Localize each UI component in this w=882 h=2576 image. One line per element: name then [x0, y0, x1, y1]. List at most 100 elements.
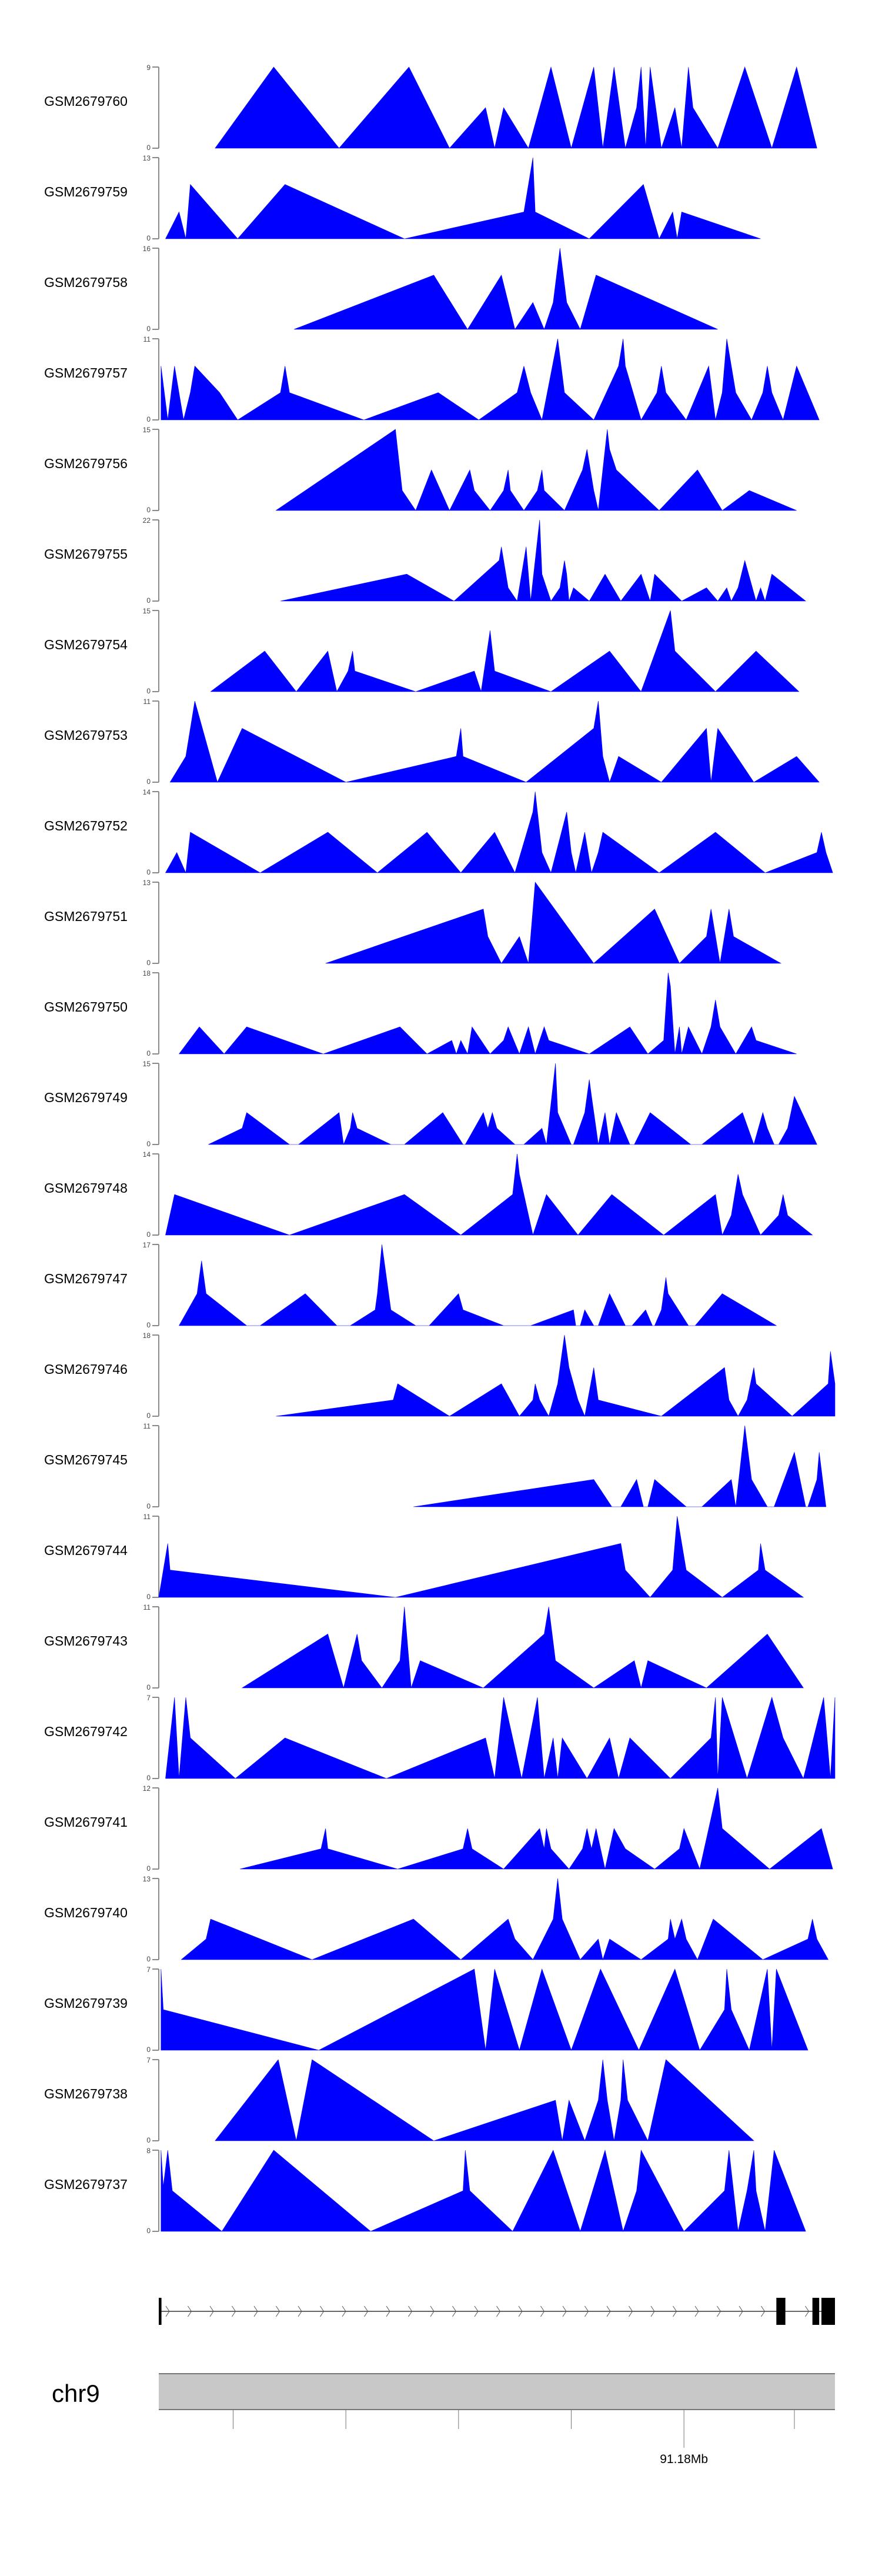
track-name-label: GSM2679754 — [44, 637, 128, 652]
coverage-track: GSM2679742 7 0 — [44, 1694, 836, 1782]
strand-arrow-icon — [320, 2305, 325, 2317]
track-name-label: GSM2679743 — [44, 1633, 128, 1649]
coverage-track: GSM2679760 9 0 — [44, 64, 817, 152]
coverage-area — [161, 2149, 806, 2233]
track-name-label: GSM2679756 — [44, 456, 128, 471]
y-axis-min-label: 0 — [146, 2046, 151, 2054]
exon-block — [821, 2298, 835, 2325]
coverage-area — [210, 610, 800, 692]
y-axis-max-label: 16 — [143, 245, 151, 253]
y-axis-max-label: 13 — [143, 1875, 151, 1883]
y-axis-max-label: 9 — [146, 64, 151, 72]
strand-arrow-icon — [629, 2305, 633, 2317]
strand-arrow-icon — [430, 2305, 435, 2317]
y-axis-max-label: 13 — [143, 154, 151, 162]
coverage-track: GSM2679740 13 0 — [44, 1875, 829, 1963]
y-axis-min-label: 0 — [146, 2227, 151, 2235]
y-axis-max-label: 15 — [143, 1060, 151, 1068]
coverage-area — [158, 1516, 804, 1598]
track-name-label: GSM2679744 — [44, 1543, 128, 1558]
strand-arrow-icon — [298, 2305, 302, 2317]
coverage-area — [178, 1244, 777, 1326]
y-axis-max-label: 12 — [143, 1784, 151, 1793]
y-axis-max-label: 7 — [146, 1966, 151, 1974]
y-axis-min-label: 0 — [146, 325, 151, 333]
track-name-label: GSM2679758 — [44, 275, 128, 290]
y-axis-min-label: 0 — [146, 1683, 151, 1691]
y-axis-max-label: 11 — [143, 335, 151, 343]
y-axis-min-label: 0 — [146, 1049, 151, 1057]
y-axis-min-label: 0 — [146, 1774, 151, 1782]
strand-arrow-icon — [276, 2305, 280, 2317]
coverage-area — [241, 1606, 804, 1689]
exon-block — [159, 2298, 162, 2325]
y-axis-min-label: 0 — [146, 1230, 151, 1239]
strand-arrow-icon — [165, 2305, 170, 2317]
track-name-label: GSM2679755 — [44, 546, 128, 562]
y-axis-max-label: 18 — [143, 969, 151, 977]
genome-axis: 91.18Mb — [233, 2410, 795, 2466]
strand-arrow-icon — [496, 2305, 501, 2317]
strand-arrow-icon — [209, 2305, 214, 2317]
strand-arrow-icon — [540, 2305, 545, 2317]
gene-model-track — [159, 2298, 835, 2325]
coverage-track: GSM2679759 13 0 — [44, 154, 761, 242]
track-name-label: GSM2679745 — [44, 1452, 128, 1467]
coverage-tracks: GSM267976090GSM2679759130GSM2679758160GS… — [44, 64, 836, 2235]
track-name-label: GSM2679749 — [44, 1090, 128, 1105]
track-name-label: GSM2679751 — [44, 909, 128, 924]
y-axis-min-label: 0 — [146, 1321, 151, 1329]
y-axis-min-label: 0 — [146, 1140, 151, 1148]
coverage-track: GSM2679758 16 0 — [44, 245, 718, 333]
coverage-track: GSM2679753 11 0 — [44, 698, 820, 786]
exon-block — [776, 2298, 786, 2325]
coverage-area — [165, 157, 761, 239]
coverage-track: GSM2679757 11 0 — [44, 335, 820, 423]
strand-arrow-icon — [408, 2305, 413, 2317]
y-axis-max-label: 15 — [143, 607, 151, 615]
y-axis-max-label: 7 — [146, 1694, 151, 1702]
y-axis-min-label: 0 — [146, 687, 151, 695]
strand-arrow-icon — [650, 2305, 655, 2317]
strand-arrow-icon — [452, 2305, 457, 2317]
coverage-track: GSM2679755 22 0 — [44, 516, 807, 605]
coverage-area — [215, 66, 817, 149]
coverage-track: GSM2679741 12 0 — [44, 1784, 833, 1873]
coverage-area — [165, 1696, 836, 1780]
strand-arrow-icon — [232, 2305, 236, 2317]
track-name-label: GSM2679739 — [44, 1996, 128, 2011]
coverage-track: GSM2679752 14 0 — [44, 788, 833, 876]
strand-arrow-icon — [739, 2305, 743, 2317]
strand-arrow-icon — [805, 2305, 810, 2317]
coverage-area — [181, 1878, 829, 1961]
track-name-label: GSM2679752 — [44, 818, 128, 833]
y-axis-min-label: 0 — [146, 1955, 151, 1963]
coverage-track: GSM2679737 8 0 — [44, 2147, 806, 2235]
strand-arrow-icon — [562, 2305, 567, 2317]
coverage-track: GSM2679747 17 0 — [44, 1241, 777, 1329]
track-name-label: GSM2679737 — [44, 2177, 128, 2192]
coverage-area — [239, 1787, 833, 1870]
coverage-track: GSM2679751 13 0 — [44, 879, 782, 967]
y-axis-min-label: 0 — [146, 234, 151, 242]
y-axis-min-label: 0 — [146, 2136, 151, 2144]
track-name-label: GSM2679753 — [44, 728, 128, 743]
coverage-area — [280, 519, 807, 602]
ideogram-track: chr9 — [52, 2373, 835, 2410]
coverage-area — [165, 791, 833, 874]
y-axis-min-label: 0 — [146, 1864, 151, 1873]
y-axis-min-label: 0 — [146, 415, 151, 423]
coverage-track: GSM2679744 11 0 — [44, 1513, 804, 1601]
y-axis-min-label: 0 — [146, 1502, 151, 1510]
coverage-area — [413, 1425, 827, 1507]
coverage-area — [276, 1334, 836, 1417]
y-axis-max-label: 7 — [146, 2056, 151, 2064]
coverage-track: GSM2679749 15 0 — [44, 1060, 817, 1148]
y-axis-min-label: 0 — [146, 959, 151, 967]
strand-arrow-icon — [606, 2305, 611, 2317]
y-axis-max-label: 13 — [143, 879, 151, 887]
strand-arrow-icon — [694, 2305, 699, 2317]
track-name-label: GSM2679746 — [44, 1362, 128, 1377]
track-name-label: GSM2679738 — [44, 2086, 128, 2101]
y-axis-max-label: 22 — [143, 516, 151, 525]
